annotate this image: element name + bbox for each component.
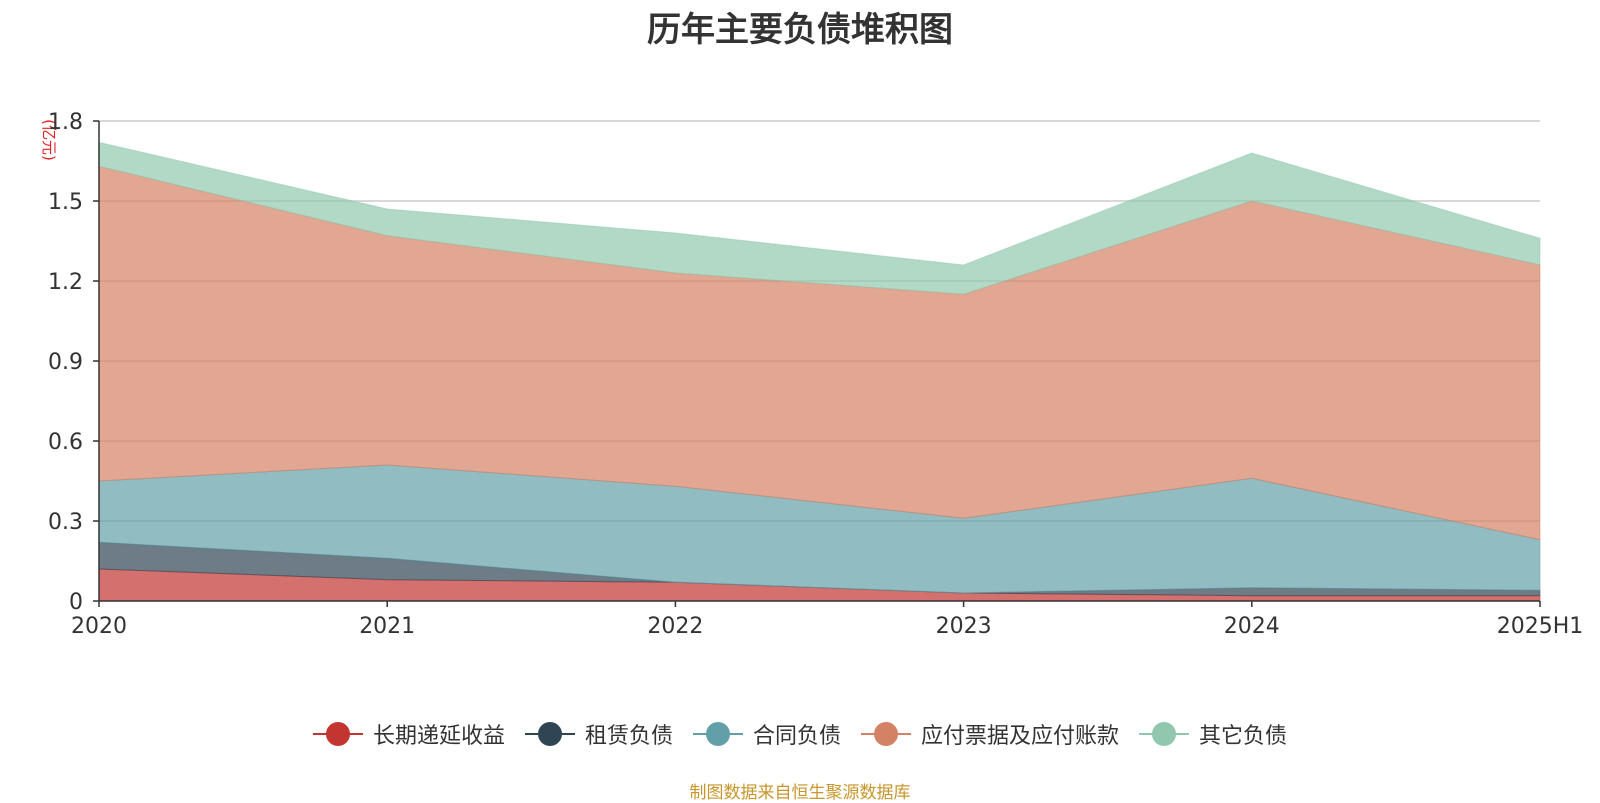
x-tick-label: 2020 bbox=[71, 614, 127, 639]
x-tick-label: 2024 bbox=[1224, 614, 1280, 639]
legend-label: 长期递延收益 bbox=[372, 724, 505, 749]
source-note: 制图数据来自恒生聚源数据库 bbox=[689, 783, 911, 803]
legend-marker-icon bbox=[312, 722, 363, 746]
y-tick-label: 0 bbox=[69, 590, 83, 615]
legend-marker-icon bbox=[861, 722, 911, 746]
y-tick-label: 0.6 bbox=[48, 430, 83, 455]
legend-item[interactable]: 其它负债 bbox=[1139, 718, 1287, 750]
axes bbox=[93, 120, 1541, 607]
legend-label: 合同负债 bbox=[752, 724, 841, 749]
tick-labels: 0 0.3 0.6 0.9 1.2 1.5 1.8 2020 2021 2022 2023 2024 2… bbox=[48, 110, 1583, 639]
legend-marker-icon bbox=[524, 722, 575, 746]
legend-marker-icon bbox=[692, 722, 743, 746]
y-tick-label: 0.3 bbox=[48, 510, 83, 535]
y-tick-label: 1.5 bbox=[48, 190, 83, 215]
legend: 长期递延收益 租赁负债 合同负债 应付票据及应付账款 其它负债 bbox=[0, 718, 1600, 750]
y-tick-label: 0.9 bbox=[48, 350, 83, 375]
legend-item[interactable]: 合同负债 bbox=[692, 718, 841, 750]
area-series bbox=[98, 141, 1541, 602]
legend-item[interactable]: 长期递延收益 bbox=[312, 718, 505, 750]
legend-item[interactable]: 租赁负债 bbox=[524, 718, 673, 750]
x-tick-label: 2022 bbox=[647, 614, 703, 639]
y-tick-label: 1.8 bbox=[48, 110, 83, 135]
legend-label: 应付票据及应付账款 bbox=[921, 724, 1120, 749]
legend-label: 租赁负债 bbox=[584, 724, 673, 749]
area-series-5 bbox=[98, 141, 1541, 295]
chart-title: 历年主要负债堆积图 bbox=[647, 10, 953, 50]
x-tick-label: 2021 bbox=[359, 614, 415, 639]
x-tick-label: 2023 bbox=[936, 614, 992, 639]
y-tick-label: 1.2 bbox=[48, 270, 83, 295]
x-tick-label: 2025H1 bbox=[1497, 614, 1584, 639]
legend-label: 其它负债 bbox=[1199, 724, 1288, 749]
legend-marker-icon bbox=[1139, 722, 1190, 746]
legend-item[interactable]: 应付票据及应付账款 bbox=[861, 718, 1119, 750]
